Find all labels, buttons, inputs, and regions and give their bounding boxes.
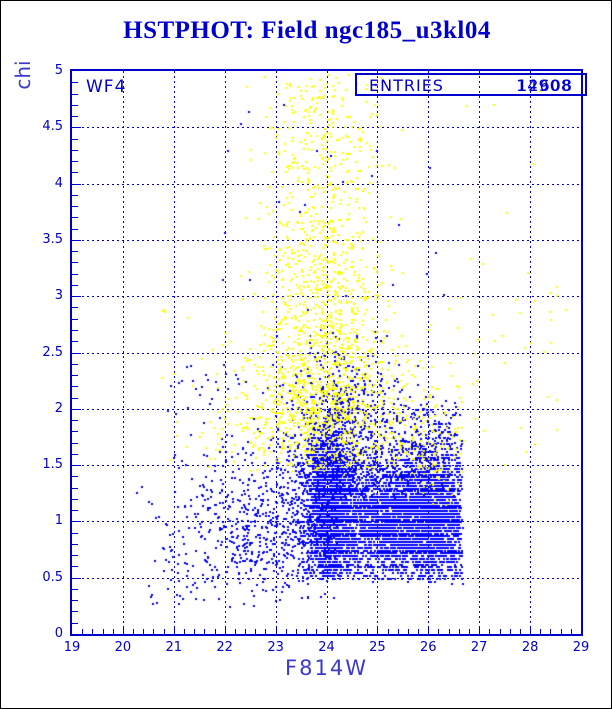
x-tick-label: 21	[165, 640, 183, 655]
y-tick-label: 4.5	[42, 119, 63, 135]
y-tick-label: 2	[54, 400, 63, 416]
y-tick-label: 1.5	[42, 457, 63, 473]
detector-label: WF4	[86, 77, 127, 97]
y-tick-label: 5	[54, 63, 63, 78]
y-tick-label: 3	[54, 288, 63, 304]
entries-value-1: 12608	[517, 76, 573, 95]
x-tick-label: 26	[420, 640, 437, 655]
x-tick-label: 25	[369, 640, 386, 655]
x-tick-label: 24	[318, 640, 335, 655]
entries-box: ENTRIES 12608 14908	[355, 73, 587, 96]
entries-label: ENTRIES	[369, 76, 444, 95]
x-tick-label: 29	[572, 640, 590, 655]
y-tick-label: 0	[54, 626, 63, 641]
scatter-canvas	[72, 71, 581, 634]
x-tick-label: 23	[267, 640, 284, 655]
x-tick-label: 20	[114, 640, 132, 655]
page-title: HSTPHOT: Field ngc185_u3kl04	[123, 17, 491, 44]
y-tick-label: 4	[54, 175, 63, 191]
x-tick-label: 22	[216, 640, 233, 655]
x-tick-label: 19	[63, 640, 81, 655]
y-tick-label: 2.5	[42, 344, 63, 360]
y-tick-label: 0.5	[42, 569, 63, 585]
plot-area: WF4 ENTRIES 12608 14908	[70, 69, 587, 636]
x-tick-label: 27	[470, 640, 488, 655]
y-tick-label: 1	[54, 513, 63, 529]
y-tick-label: 3.5	[42, 231, 63, 247]
x-axis-title: F814W	[285, 656, 368, 680]
x-tick-label: 28	[521, 640, 539, 655]
entries-value-2: 14908	[516, 76, 572, 95]
